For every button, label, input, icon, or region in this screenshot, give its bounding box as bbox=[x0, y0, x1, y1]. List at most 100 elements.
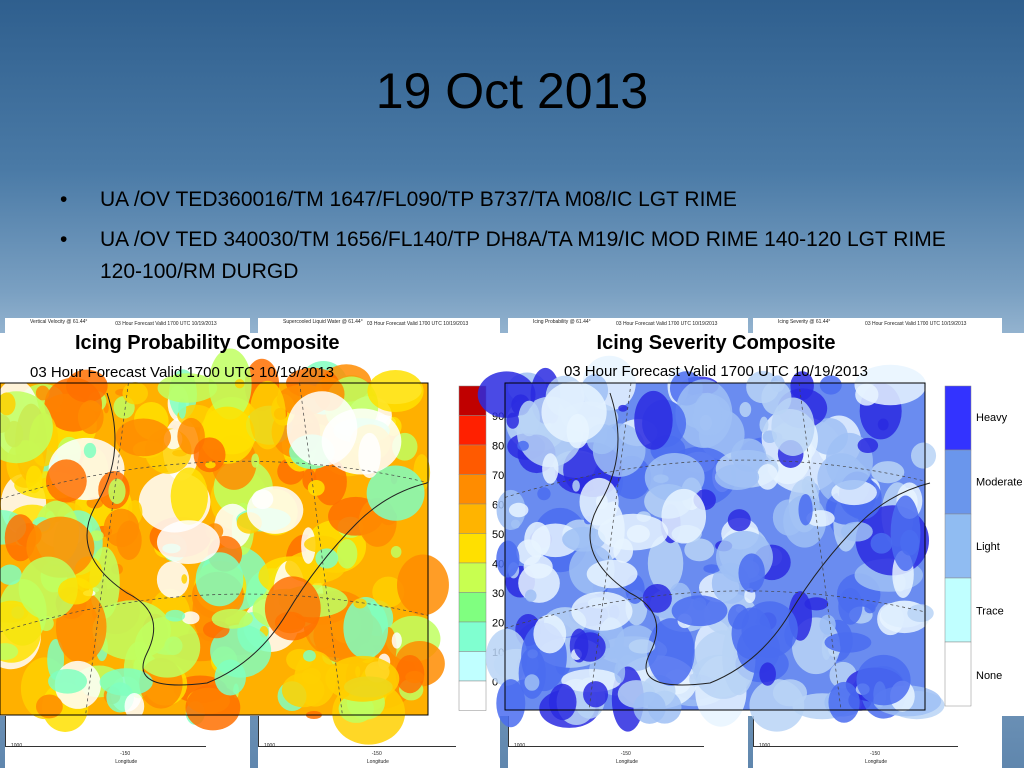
colorbar-label: 80 bbox=[492, 441, 504, 453]
map-field bbox=[771, 397, 815, 456]
map-field bbox=[508, 502, 529, 518]
colorbar-segment bbox=[944, 577, 972, 643]
map-field bbox=[395, 654, 425, 694]
map-field bbox=[35, 385, 50, 401]
map-field bbox=[741, 601, 798, 658]
colorbar-label: 70 bbox=[492, 470, 504, 482]
background-panel-subtitle: 03 Hour Forecast Valid 1700 UTC 10/19/20… bbox=[616, 321, 718, 327]
map-field bbox=[561, 668, 622, 693]
map-field bbox=[506, 412, 519, 429]
map-field bbox=[838, 587, 863, 625]
background-axis-frame bbox=[508, 716, 704, 747]
background-y-tick: 1000 bbox=[514, 743, 526, 749]
background-axis-frame bbox=[753, 716, 958, 747]
map-field bbox=[871, 461, 905, 484]
map-field bbox=[671, 595, 728, 627]
colorbar-segment bbox=[944, 641, 972, 707]
colorbar-label: 30 bbox=[492, 588, 504, 600]
map-field bbox=[156, 561, 190, 599]
map-field bbox=[854, 364, 927, 406]
colorbar-label: Heavy bbox=[976, 412, 1008, 424]
colorbar-segment bbox=[458, 651, 487, 682]
map-field bbox=[208, 348, 252, 420]
map-field bbox=[124, 693, 145, 720]
coastline bbox=[86, 392, 428, 686]
map-field bbox=[170, 467, 208, 525]
colorbar-label: Light bbox=[976, 541, 1000, 553]
map-field bbox=[496, 679, 526, 728]
map-field bbox=[47, 638, 65, 681]
map-field bbox=[806, 510, 835, 527]
map-field bbox=[0, 643, 19, 660]
map-field bbox=[693, 392, 722, 436]
colorbar-label: Moderate bbox=[976, 477, 1022, 489]
map-field bbox=[572, 480, 580, 492]
map-field bbox=[524, 589, 537, 602]
map-field bbox=[533, 614, 567, 654]
map-field bbox=[321, 408, 402, 475]
map-field bbox=[165, 609, 186, 622]
background-y-tick: 1000 bbox=[11, 743, 23, 749]
colorbar-segment bbox=[458, 621, 487, 652]
map-field bbox=[205, 461, 216, 469]
background-panel-title: Icing Probability @ 61.44° bbox=[533, 319, 591, 325]
map-field bbox=[181, 574, 188, 584]
map-field bbox=[644, 453, 705, 502]
map-field bbox=[727, 509, 751, 532]
map-field bbox=[35, 694, 63, 719]
background-axis-label: Longitude bbox=[115, 759, 138, 765]
background-panel-subtitle: 03 Hour Forecast Valid 1700 UTC 10/19/20… bbox=[115, 321, 217, 327]
map-border bbox=[0, 382, 429, 716]
map-field bbox=[819, 614, 836, 635]
map-field bbox=[397, 554, 449, 616]
background-axis-label: Longitude bbox=[616, 759, 638, 765]
map-field bbox=[281, 672, 325, 708]
map-field bbox=[647, 534, 684, 592]
map-field bbox=[597, 513, 669, 551]
bullet: UA /OV TED 340030/TM 1656/FL140/TP DH8A/… bbox=[60, 224, 980, 288]
map-field bbox=[0, 564, 22, 585]
map-field bbox=[586, 559, 638, 589]
map-field bbox=[739, 401, 752, 418]
colorbar-segment bbox=[458, 503, 487, 534]
colorbar-label: 50 bbox=[492, 529, 504, 541]
map-field bbox=[548, 683, 577, 721]
background-panel-title: Icing Severity @ 61.44° bbox=[778, 319, 831, 325]
map-field bbox=[804, 597, 829, 611]
map-field bbox=[264, 576, 321, 641]
panel-subtitle: 03 Hour Forecast Valid 1700 UTC 10/19/20… bbox=[30, 364, 334, 381]
map-field bbox=[828, 681, 860, 723]
map-field bbox=[336, 539, 358, 569]
colorbar-segment bbox=[458, 415, 487, 446]
map-field bbox=[181, 611, 200, 625]
background-axis-frame bbox=[5, 716, 206, 747]
map-field bbox=[89, 530, 104, 541]
map-field bbox=[756, 464, 779, 490]
graticule bbox=[0, 382, 429, 716]
map-field bbox=[122, 382, 148, 405]
map-field bbox=[703, 564, 721, 574]
map-field bbox=[249, 380, 286, 450]
map-field bbox=[115, 418, 172, 457]
map-field bbox=[65, 369, 108, 403]
map-field bbox=[108, 478, 126, 504]
map-field bbox=[518, 400, 540, 437]
background-panel-header: Supercooled Liquid Water @ 61.44° 03 Hour… bbox=[258, 318, 500, 333]
background-y-tick: 1000 bbox=[264, 743, 276, 749]
map-field bbox=[116, 520, 142, 560]
colorbar-label: 0 bbox=[492, 677, 498, 689]
map-field bbox=[759, 662, 776, 686]
map-field bbox=[524, 521, 551, 558]
colorbar-segment bbox=[458, 562, 487, 593]
panel-title: Icing Probability Composite bbox=[75, 332, 339, 354]
map-field bbox=[185, 684, 241, 731]
map-field bbox=[900, 529, 920, 556]
map-field bbox=[234, 378, 245, 389]
map-field bbox=[857, 437, 879, 454]
map-field bbox=[642, 583, 672, 613]
map-field bbox=[634, 390, 673, 450]
background-axis-label: Longitude bbox=[366, 759, 389, 765]
map-field bbox=[366, 465, 425, 521]
colorbar-segment bbox=[458, 533, 487, 564]
